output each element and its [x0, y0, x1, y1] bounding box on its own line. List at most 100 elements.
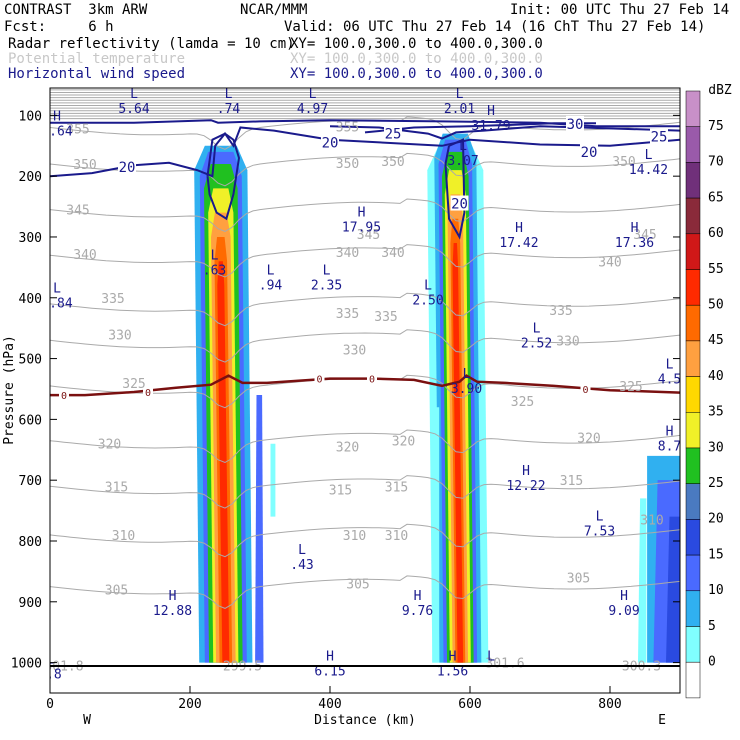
- wind-label-bg: [384, 125, 402, 141]
- colorbar-swatch: [685, 340, 701, 377]
- extremum-letter: L: [309, 87, 317, 102]
- colorbar-swatch: [685, 304, 701, 342]
- extremum-value: .74: [217, 102, 241, 117]
- extremum-value: 14.42: [629, 163, 668, 178]
- theta-contour-label: 350: [336, 157, 359, 172]
- extremum-value: 3.90: [451, 382, 482, 397]
- extremum-letter: H: [620, 589, 628, 604]
- extremum-value: .43: [290, 558, 313, 573]
- extremum-letter: H: [631, 221, 639, 236]
- colorbar-level: 30: [708, 440, 724, 455]
- extremum-letter: H: [666, 425, 674, 440]
- x-end-east: E: [658, 713, 666, 728]
- colorbar-swatch: [685, 233, 701, 270]
- theta-contour-label: 320: [336, 441, 359, 456]
- extremum-value: 2.01: [444, 102, 475, 117]
- wind-contour-label: 20: [581, 145, 598, 161]
- theta-contour-label: 315: [560, 474, 583, 489]
- zero-isotherm-line: [50, 374, 680, 397]
- extremum-value: .63: [203, 263, 226, 278]
- theta-contour-label: 330: [108, 328, 131, 343]
- extremum-letter: L: [424, 279, 432, 294]
- theta-contour-line: [50, 244, 680, 278]
- zero-label-bg: [314, 372, 325, 384]
- y-tick-label: 700: [19, 474, 42, 489]
- wind-label-bg: [321, 134, 339, 150]
- extremum-value: 17.36: [615, 236, 654, 251]
- theta-contour-label: 340: [381, 246, 404, 261]
- theta-contour-label: 355: [66, 123, 89, 138]
- extremum-letter: H: [449, 650, 457, 665]
- theta-contour-label: 330: [556, 334, 579, 349]
- x-tick-label: 600: [458, 697, 481, 712]
- zero-label-bg: [143, 386, 153, 398]
- extremum-value: 17.42: [499, 236, 538, 251]
- extremum-letter: H: [358, 206, 366, 221]
- extremum-value: 2.50: [412, 294, 443, 309]
- theta-contour-label: 335: [549, 304, 572, 319]
- extremum-value: 9.09: [608, 604, 639, 619]
- wind-label-bg: [580, 143, 598, 159]
- theta-contour-line: [50, 575, 680, 609]
- center-label: NCAR/MMM: [240, 2, 308, 18]
- field-name-wind: Horizontal wind speed: [8, 66, 186, 82]
- theta-contour-label: 345: [66, 204, 89, 219]
- theta-contour-label: 325: [122, 377, 145, 392]
- extremum-value: 7.53: [584, 525, 615, 540]
- extremum-letter: H: [326, 650, 334, 665]
- reflectivity-fill: [194, 133, 680, 663]
- theta-contour-label: 310: [112, 529, 135, 544]
- colorbar-level: 50: [708, 298, 724, 313]
- extremum-value: 12.88: [153, 604, 192, 619]
- theta-contour-label: 350: [612, 155, 635, 170]
- colorbar-swatch: [685, 269, 701, 306]
- colorbar-swatch: [685, 376, 701, 413]
- zero-label-bg: [580, 382, 591, 394]
- wind-contour-label: 20: [451, 197, 468, 213]
- extremum-letter: H: [522, 464, 530, 479]
- extremum-letter: L: [533, 321, 541, 336]
- colorbar-swatch: [685, 447, 701, 484]
- theta-contour-label: 350: [381, 155, 404, 170]
- extremum-value: 2.52: [521, 336, 552, 351]
- theta-contour-label: 340: [73, 248, 96, 263]
- extremum-letter: L: [46, 653, 54, 668]
- y-tick-label: 400: [19, 292, 42, 307]
- model-title: CONTRAST 3km ARW: [4, 2, 148, 18]
- field-xy-wind: XY= 100.0,300.0 to 400.0,300.0: [290, 66, 543, 82]
- y-tick-label: 200: [19, 170, 42, 185]
- colorbar-level: 40: [708, 369, 724, 384]
- colorbar-level: 20: [708, 512, 724, 527]
- zero-label-bg: [367, 372, 377, 384]
- zero-isotherm-label: 0: [61, 391, 67, 402]
- colorbar-swatch: [685, 162, 701, 199]
- extremum-letter: L: [596, 510, 604, 525]
- extremum-value: 12.22: [506, 479, 545, 494]
- extremum-value: 17.95: [342, 221, 381, 236]
- extremum-letter: L: [211, 248, 219, 263]
- extremum-value: 3.84: [41, 297, 72, 312]
- colorbar-swatch: [685, 590, 701, 627]
- colorbar-swatch: [685, 626, 701, 663]
- colorbar-swatch: [685, 519, 701, 556]
- wind-label-bg: [650, 128, 668, 144]
- extremum-value: 3.07: [447, 154, 478, 169]
- extremum-value: 6.15: [314, 665, 345, 680]
- extremum-letter: H: [515, 221, 523, 236]
- reflectivity-band: [638, 498, 647, 663]
- theta-contour-line: [50, 475, 680, 509]
- wind-label-bg: [566, 115, 584, 131]
- extremum-value: 4.97: [297, 102, 328, 117]
- theta-contour-label: 335: [336, 307, 359, 322]
- theta-contour-label: 320: [98, 438, 121, 453]
- extremum-letter: L: [267, 263, 275, 278]
- extremum-value: 5.64: [118, 102, 149, 117]
- extremum-letter: L: [456, 87, 464, 102]
- theta-contour-label: 310: [640, 514, 663, 529]
- wind-label-bg: [450, 195, 469, 211]
- theta-contour-label: 310: [385, 529, 408, 544]
- theta-contour-label: 299.5: [223, 660, 262, 675]
